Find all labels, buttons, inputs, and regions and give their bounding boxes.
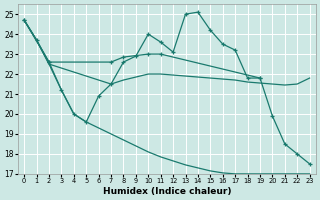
X-axis label: Humidex (Indice chaleur): Humidex (Indice chaleur): [103, 187, 231, 196]
